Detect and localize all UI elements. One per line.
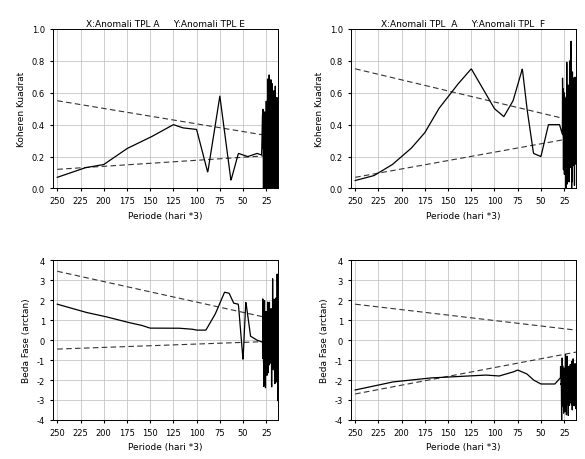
Y-axis label: Beda Fase (arctan): Beda Fase (arctan) bbox=[320, 298, 329, 383]
Y-axis label: Beda Fase (arctan): Beda Fase (arctan) bbox=[22, 298, 31, 383]
X-axis label: Periode (hari *3): Periode (hari *3) bbox=[426, 211, 501, 220]
Title: X:Anomali TPL  A     Y:Anomali TPL  F: X:Anomali TPL A Y:Anomali TPL F bbox=[381, 20, 545, 29]
Y-axis label: Koheren Kuadrat: Koheren Kuadrat bbox=[17, 72, 26, 147]
Y-axis label: Koheren Kuadrat: Koheren Kuadrat bbox=[315, 72, 324, 147]
X-axis label: Periode (hari *3): Periode (hari *3) bbox=[128, 442, 203, 451]
X-axis label: Periode (hari *3): Periode (hari *3) bbox=[426, 442, 501, 451]
Title: X:Anomali TPL A     Y:Anomali TPL E: X:Anomali TPL A Y:Anomali TPL E bbox=[86, 20, 245, 29]
X-axis label: Periode (hari *3): Periode (hari *3) bbox=[128, 211, 203, 220]
